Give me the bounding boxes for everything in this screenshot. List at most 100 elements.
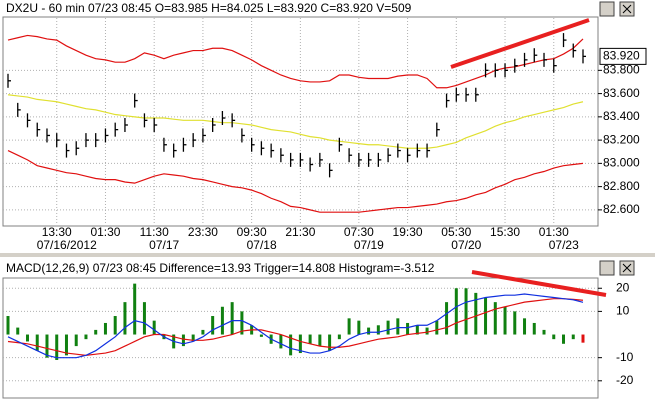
x-tick-label: 11:30 [140, 225, 169, 239]
price-bar [299, 152, 304, 167]
price-bar [124, 117, 128, 132]
histogram-bar [503, 306, 507, 335]
histogram-bar [240, 311, 244, 335]
price-bar [56, 133, 60, 148]
histogram-bar [347, 318, 351, 335]
histogram-bar [484, 297, 488, 335]
histogram-bar [415, 325, 419, 335]
histogram-bar [55, 334, 59, 360]
histogram-bar [337, 334, 341, 340]
y-tick-label: 83.200 [603, 132, 640, 146]
price-bar [406, 148, 411, 163]
x-tick-label: 19:30 [393, 225, 423, 239]
price-bar [377, 152, 382, 167]
price-bar [192, 133, 197, 148]
x-date-label: 07/16/2012 [37, 238, 97, 252]
histogram-bar [318, 334, 322, 347]
price-bar [514, 58, 518, 73]
price-bar [328, 163, 333, 178]
price-bar [504, 63, 509, 78]
restore-button[interactable] [599, 1, 615, 17]
histogram-bar [357, 320, 361, 335]
x-date-label: 07/18 [247, 238, 277, 252]
histogram-bar [308, 334, 312, 344]
price-bar [465, 87, 470, 102]
price-bar [494, 63, 499, 78]
histogram-bar [523, 318, 527, 335]
histogram-bar [445, 302, 449, 335]
x-tick-label: 21:30 [285, 225, 315, 239]
price-bar [416, 143, 421, 158]
restore-button[interactable] [599, 260, 615, 276]
indicator-line [7, 293, 584, 359]
price-bar [153, 117, 158, 132]
histogram-bar [181, 334, 185, 347]
price-bar [221, 111, 226, 126]
price-bar [95, 133, 99, 148]
price-bar [65, 143, 70, 158]
price-bar [319, 152, 323, 167]
x-date-label: 07/20 [451, 238, 481, 252]
price-bar [143, 113, 148, 128]
histogram-bar [367, 327, 371, 335]
y-tick-label: 82.800 [603, 179, 640, 193]
histogram-bar [289, 334, 293, 356]
histogram-bar [328, 334, 332, 351]
x-date-label: 07/17 [149, 238, 179, 252]
histogram-bar [425, 327, 429, 335]
histogram-bar [454, 288, 458, 335]
histogram-bar [230, 302, 234, 335]
y-tick-label: 20 [616, 280, 630, 294]
histogram-bar [552, 334, 556, 340]
price-bar [231, 113, 236, 128]
window-buttons[interactable] [599, 1, 635, 276]
price-bar [36, 122, 41, 137]
y-tick-label: -20 [616, 373, 634, 387]
last-price-box [599, 47, 647, 65]
histogram-bar [259, 334, 263, 337]
price-bar [270, 143, 275, 158]
price-bar [543, 52, 548, 67]
price-bar [455, 87, 460, 102]
price-bar [348, 148, 353, 163]
x-tick-label: 09:30 [237, 225, 267, 239]
price-bar [250, 137, 255, 152]
histogram-bar [386, 320, 390, 335]
histogram-bar [142, 302, 146, 335]
y-tick-label: 83.000 [603, 156, 640, 170]
price-bar [104, 128, 109, 143]
price-bar [358, 152, 362, 167]
histogram-bar [435, 320, 439, 335]
histogram-bar [562, 334, 566, 344]
x-tick-label: 01:30 [539, 225, 569, 239]
histogram-bar [542, 329, 546, 335]
histogram-bar [133, 283, 137, 335]
last-price-label: 83.920 [603, 49, 640, 63]
histogram-bar [532, 322, 536, 335]
histogram-bar [464, 288, 468, 335]
histogram-bar [191, 334, 195, 342]
histogram-bar [376, 325, 380, 335]
histogram-bar [64, 334, 68, 356]
price-bar [582, 49, 586, 64]
price-bar [17, 102, 21, 117]
price-bar [7, 73, 11, 88]
macd-title: MACD(12,26,9) 07/23 08:45 Difference=13.… [6, 261, 435, 275]
price-bar [553, 58, 557, 73]
histogram-bar [474, 292, 478, 335]
price-bar [202, 128, 206, 143]
price-bar [484, 63, 489, 78]
indicator-line [7, 150, 584, 213]
price-bar [114, 122, 119, 137]
price-bar [397, 143, 401, 158]
price-bar [289, 152, 294, 167]
x-date-label: 07/19 [354, 238, 384, 252]
trend-annotation [450, 18, 590, 69]
indicator-line [7, 298, 584, 356]
price-bar [562, 33, 567, 48]
close-icon [622, 263, 632, 273]
price-bar [260, 141, 265, 156]
histogram-bar [152, 320, 156, 335]
price-bar [173, 143, 177, 158]
